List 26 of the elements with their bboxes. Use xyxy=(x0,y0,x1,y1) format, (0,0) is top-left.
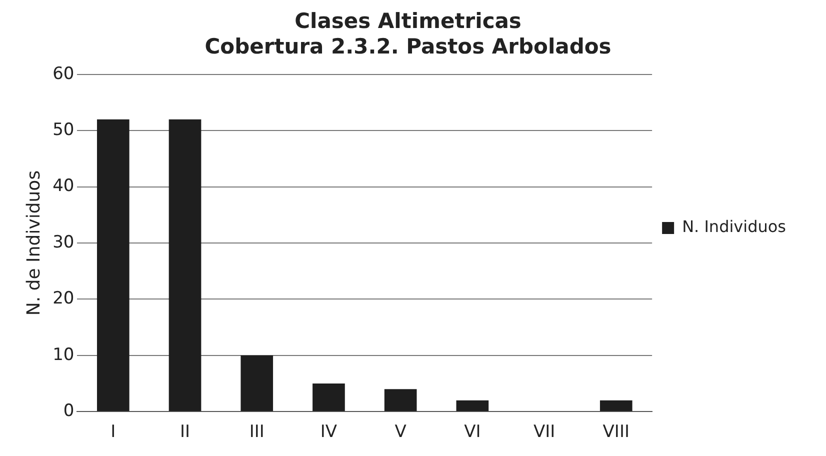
bar xyxy=(600,400,632,412)
y-tick-label: 0 xyxy=(63,401,74,422)
bar xyxy=(240,355,274,412)
x-tick-label: IV xyxy=(320,422,338,442)
y-tick-label: 60 xyxy=(52,64,74,84)
y-tick-label: 20 xyxy=(52,288,74,309)
y-tick-label: 40 xyxy=(52,176,74,196)
bar xyxy=(168,119,202,412)
legend-label: N. Individuos xyxy=(682,217,786,236)
bar xyxy=(312,384,345,412)
x-tick-label: II xyxy=(180,422,190,442)
y-tick-label: 50 xyxy=(52,120,74,140)
text: Cobertura 2.3.2. Pastos Arbolados xyxy=(204,34,612,58)
x-tick-label: VI xyxy=(464,422,481,442)
x-tick-label: V xyxy=(394,422,407,442)
x-tick-label: III xyxy=(249,422,264,442)
y-tick-label: 10 xyxy=(52,344,74,365)
x-tick-label: VIII xyxy=(602,422,630,442)
bar xyxy=(96,119,130,412)
y-tick-label: 30 xyxy=(52,232,74,252)
bar xyxy=(384,389,417,412)
bar xyxy=(456,400,489,412)
y-axis-title: N. de Individuos xyxy=(23,170,44,316)
text: Clases Altimetricas xyxy=(294,9,522,34)
x-tick-label: I xyxy=(110,422,116,442)
x-tick-label: VII xyxy=(533,422,556,442)
